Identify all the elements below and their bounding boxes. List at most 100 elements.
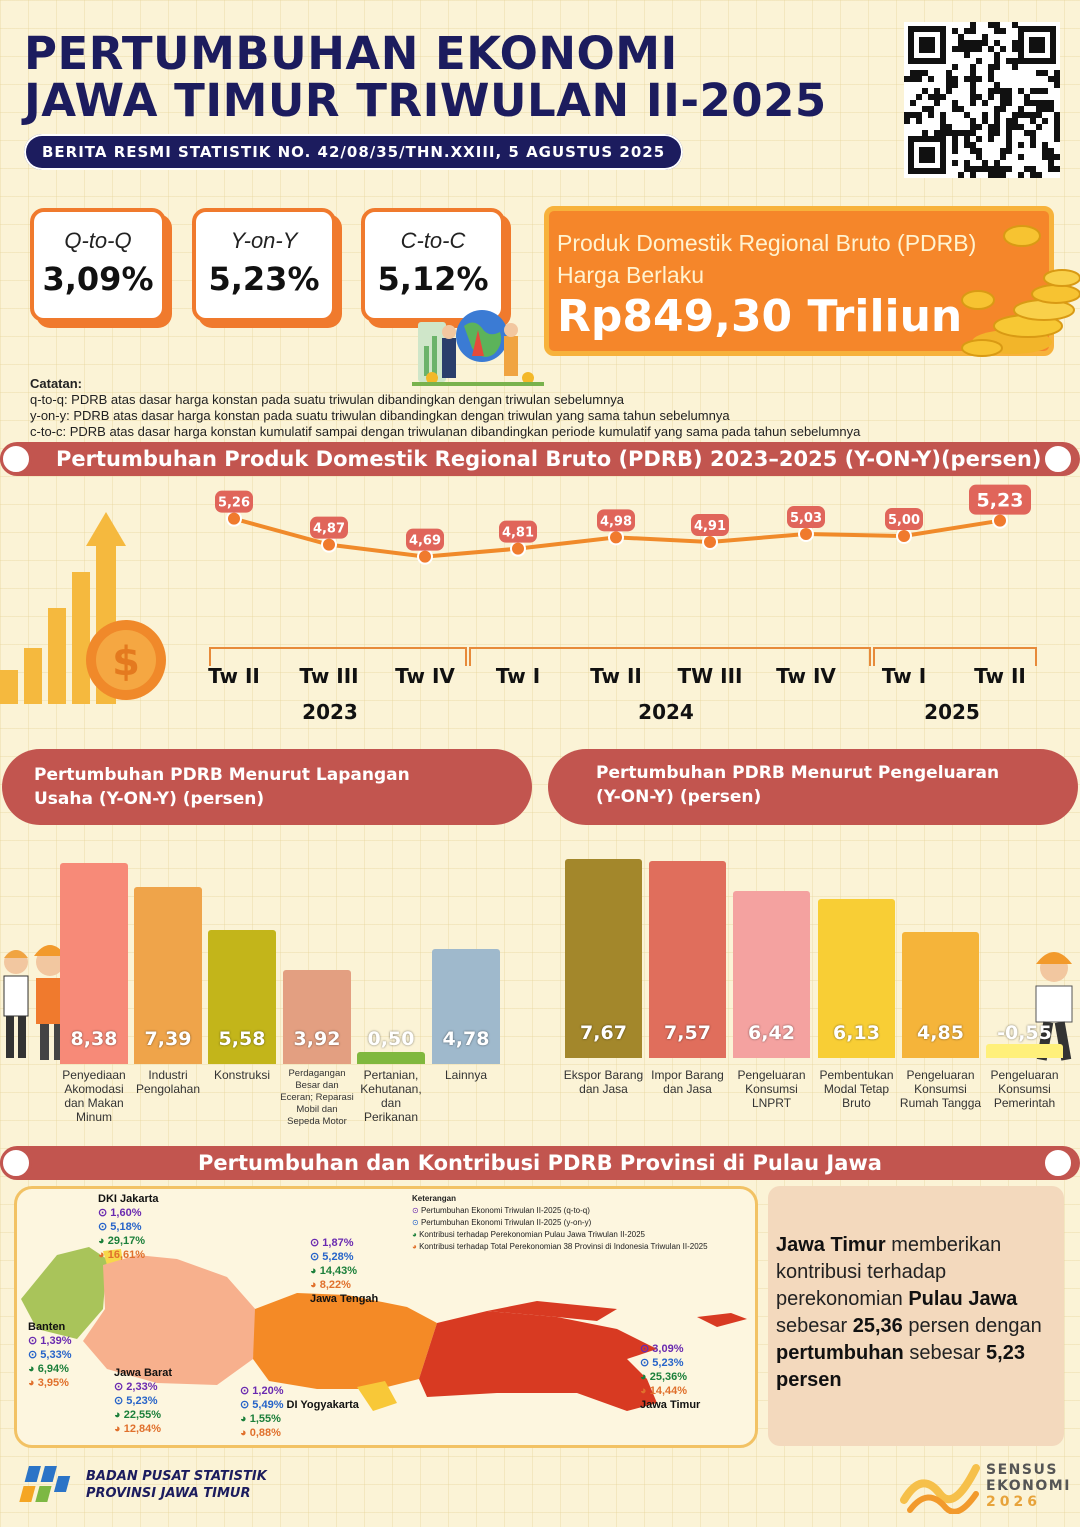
pengeluaran-title: Pertumbuhan PDRB Menurut Pengeluaran (Y-…	[596, 763, 1000, 807]
growth-point	[798, 526, 814, 542]
ctc-card: C-to-C 5,12%	[361, 208, 505, 322]
province-stat-value: 8,22%	[319, 1279, 351, 1291]
up-arrow-icon: ⊙	[412, 1206, 419, 1215]
growth-data-label-box	[499, 520, 537, 543]
province-stat-value: 14,43%	[319, 1265, 358, 1277]
up-arrow-icon: ⊙	[98, 1221, 111, 1233]
up-arrow-icon: ⊙	[28, 1349, 41, 1361]
up-arrow-icon: ⊙	[240, 1399, 253, 1411]
banner-dot-right-icon	[1042, 1147, 1074, 1179]
bar-category-label: Pengeluaran Konsumsi Pemerintah	[990, 1068, 1059, 1110]
bar	[733, 891, 810, 1058]
province-name: Banten	[28, 1321, 66, 1333]
growth-point	[992, 512, 1008, 529]
bar-value-label: 6,13	[833, 1022, 880, 1044]
bps-logo-icon	[18, 1462, 80, 1510]
jawa-title: Pertumbuhan dan Kontribusi PDRB Provinsi…	[198, 1151, 882, 1175]
sensus-line-2: EKONOMI	[986, 1478, 1071, 1494]
province-stat-value: 1,20%	[252, 1385, 284, 1397]
province-stats: ⊙ 1,87% ⊙ 5,28% ◕ 14,43% ◕ 8,22% Jawa Tengah	[310, 1236, 378, 1306]
pie-chart-icon: ◕	[640, 1385, 650, 1397]
pie-chart-icon: ◕	[240, 1413, 250, 1425]
note-yoy: y-on-y: PDRB atas dasar harga konstan pa…	[30, 408, 730, 423]
province-stat-row: ◕ 1,55%	[240, 1412, 359, 1426]
summary-text: Jawa Timur memberikan kontribusi terhada…	[768, 1186, 1064, 1446]
province-stat-row: ◕ 29,17%	[98, 1234, 159, 1248]
ctc-label: C-to-C	[400, 228, 466, 253]
lapangan-usaha-header: Pertumbuhan PDRB Menurut Lapangan Usaha …	[2, 749, 532, 825]
bar-category-label: Pengeluaran Konsumsi LNPRT	[737, 1068, 806, 1110]
map-legend: Keterangan ⊙ Pertumbuhan Ekonomi Triwula…	[412, 1193, 752, 1253]
bar	[432, 949, 500, 1064]
bar-value-label: 4,85	[917, 1022, 964, 1044]
bar	[986, 1043, 1063, 1058]
province-name: Jawa Barat	[114, 1367, 173, 1379]
qr-code-icon[interactable]	[904, 22, 1060, 178]
bar-category-label: Pembentukan Modal Tetap Bruto	[819, 1068, 894, 1110]
growth-data-label: 4,81	[502, 526, 534, 541]
pdrb-label: Produk Domestik Regional Bruto (PDRB) Ha…	[557, 230, 977, 288]
pie-chart-icon: ◕	[114, 1409, 124, 1421]
province-stat-value: 5,23%	[126, 1395, 158, 1407]
quarter-tick-label: Tw II	[974, 664, 1026, 688]
org-line-1: BADAN PUSAT STATISTIK	[86, 1469, 267, 1484]
province-stats: Jawa Barat ⊙ 2,33% ⊙ 5,23% ◕ 22,55% ◕ 12,84%	[114, 1366, 172, 1436]
province-stat-row: ◕ 14,44%	[640, 1384, 700, 1398]
gold-coins-icon	[952, 214, 1080, 366]
pie-chart-icon: ◕	[98, 1235, 108, 1247]
yoy-card: Y-on-Y 5,23%	[192, 208, 336, 322]
banner-dot-left-icon	[0, 1147, 32, 1179]
org-line-2: PROVINSI JAWA TIMUR	[86, 1486, 251, 1501]
qtq-label: Q-to-Q	[64, 228, 132, 253]
bps-org-name: BADAN PUSAT STATISTIK PROVINSI JAWA TIMU…	[86, 1468, 267, 1502]
quarter-tick-label: Tw I	[881, 664, 927, 688]
province-stats: ⊙ 1,20% ⊙ 5,49% DI Yogyakarta ◕ 1,55% ◕ 0,8…	[240, 1384, 359, 1440]
quarter-tick-label: TW III	[677, 664, 743, 688]
sensus-line-3: 2026	[986, 1494, 1041, 1510]
province-stat-row: ◕ 6,94%	[28, 1362, 71, 1376]
jawa-banner: Pertumbuhan dan Kontribusi PDRB Provinsi…	[0, 1146, 1080, 1180]
notes-title: Catatan:	[30, 376, 83, 391]
province-stat-row: ◕ 0,88%	[240, 1426, 359, 1440]
bar	[60, 862, 128, 1064]
up-arrow-icon: ⊙	[28, 1335, 41, 1347]
growth-chart-banner: Pertumbuhan Produk Domestik Regional Bru…	[0, 442, 1080, 476]
java-map-panel	[14, 1186, 758, 1448]
workers-illustration-icon	[0, 938, 78, 1062]
province-stat-value: 1,39%	[40, 1335, 72, 1347]
bar-category-label: Lainnya	[444, 1068, 488, 1082]
province-stat-value: 5,33%	[40, 1349, 72, 1361]
province-stat-value: 12,84%	[123, 1423, 162, 1435]
year-label-2024: 2024	[638, 700, 694, 724]
province-stat-row: ◕ 16,61%	[98, 1248, 159, 1262]
growth-data-label-box	[310, 516, 348, 539]
province-stat-value: 25,36%	[649, 1371, 688, 1383]
growth-point	[896, 528, 912, 544]
bar-category-label: Konstruksi	[213, 1068, 271, 1082]
quarter-tick-label: Tw II	[590, 664, 642, 688]
growth-point	[226, 510, 242, 527]
title-line-1: PERTUMBUHAN EKONOMI	[24, 27, 678, 80]
bar-value-label: 8,38	[70, 1028, 118, 1050]
bar	[283, 969, 351, 1064]
province-stat-row: ⊙ 5,23%	[114, 1394, 172, 1408]
bar-category-label: Industri Pengolahan	[135, 1068, 201, 1096]
title-line-2: JAWA TIMUR TRIWULAN II-2025	[24, 74, 827, 127]
bar-category-label: Pertanian, Kehutanan, dan Perikanan	[360, 1068, 422, 1124]
note-ctc: c-to-c: PDRB atas dasar harga konstan ku…	[30, 424, 861, 439]
province-stat-row: ◕ 8,22%	[310, 1278, 378, 1292]
pie-chart-icon: ◕	[412, 1242, 417, 1251]
growth-data-label-box	[969, 484, 1031, 515]
timeline-axis	[209, 647, 1037, 666]
note-qtq: q-to-q: PDRB atas dasar harga konstan pa…	[30, 392, 625, 407]
pie-chart-icon: ◕	[310, 1279, 320, 1291]
legend-jawa: ◕ Kontribusi terhadap Perekonomian Pulau…	[412, 1230, 645, 1239]
growth-chart-title: Pertumbuhan Produk Domestik Regional Bru…	[56, 447, 1042, 471]
business-illustration-icon	[412, 296, 544, 388]
province-stat-row: ◕ 14,43%	[310, 1264, 378, 1278]
growth-data-label: 4,98	[600, 514, 632, 529]
legend-title: Keterangan	[412, 1194, 457, 1203]
province-stat-row: ◕ 25,36%	[640, 1370, 700, 1384]
up-arrow-icon: ⊙	[98, 1207, 111, 1219]
up-arrow-icon: ⊙	[114, 1381, 127, 1393]
